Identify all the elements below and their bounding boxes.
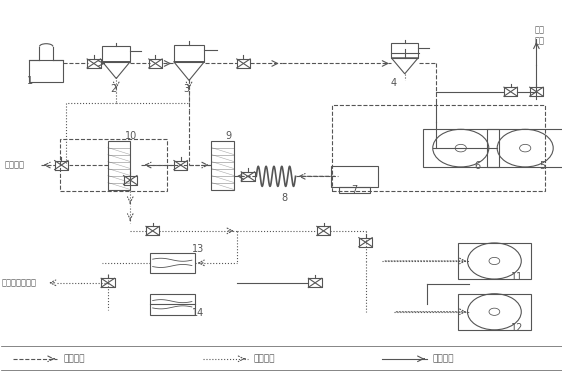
Text: 固体流向: 固体流向 bbox=[253, 354, 275, 363]
Bar bbox=[458, 243, 531, 279]
Text: 4: 4 bbox=[391, 78, 397, 88]
Text: 8: 8 bbox=[282, 193, 288, 203]
Bar bbox=[331, 166, 378, 187]
Bar bbox=[391, 44, 418, 58]
Text: 12: 12 bbox=[511, 323, 524, 333]
Bar bbox=[150, 252, 195, 273]
Bar bbox=[29, 60, 63, 82]
Text: 13: 13 bbox=[192, 244, 204, 254]
Bar bbox=[173, 45, 204, 61]
Text: 2: 2 bbox=[111, 84, 117, 94]
Bar bbox=[60, 139, 167, 191]
Bar bbox=[332, 105, 545, 191]
Text: 7: 7 bbox=[351, 185, 358, 195]
Bar bbox=[102, 46, 130, 61]
Bar bbox=[150, 294, 195, 315]
Bar bbox=[108, 141, 130, 190]
Bar bbox=[423, 129, 499, 167]
Text: 产品：高纯铊锭: 产品：高纯铊锭 bbox=[1, 278, 37, 287]
Text: 3: 3 bbox=[184, 84, 190, 94]
Text: 10: 10 bbox=[124, 131, 137, 141]
Text: 气体流向: 气体流向 bbox=[63, 354, 84, 363]
Bar bbox=[458, 294, 531, 330]
Text: 1: 1 bbox=[26, 76, 33, 86]
Text: 液体流向: 液体流向 bbox=[433, 354, 454, 363]
Text: 11: 11 bbox=[511, 272, 524, 282]
Text: 5: 5 bbox=[539, 161, 546, 171]
Text: 9: 9 bbox=[225, 131, 231, 141]
Bar bbox=[338, 187, 370, 193]
Text: 污水
处理: 污水 处理 bbox=[534, 25, 544, 45]
Text: 6: 6 bbox=[475, 161, 481, 171]
Bar bbox=[212, 141, 234, 190]
Text: 14: 14 bbox=[192, 307, 204, 318]
Bar bbox=[488, 129, 563, 167]
Text: 达标排放: 达标排放 bbox=[4, 161, 24, 169]
